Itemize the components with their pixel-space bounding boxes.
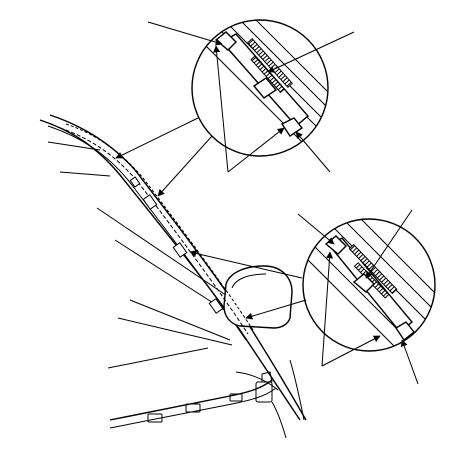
windshield-molding [59, 123, 254, 335]
side-mirror [223, 265, 293, 329]
detail-circle-upper [191, 19, 329, 157]
detail-circle-lower [302, 218, 436, 352]
leaders-upper [47, 21, 355, 197]
leaders-lower [189, 209, 419, 385]
